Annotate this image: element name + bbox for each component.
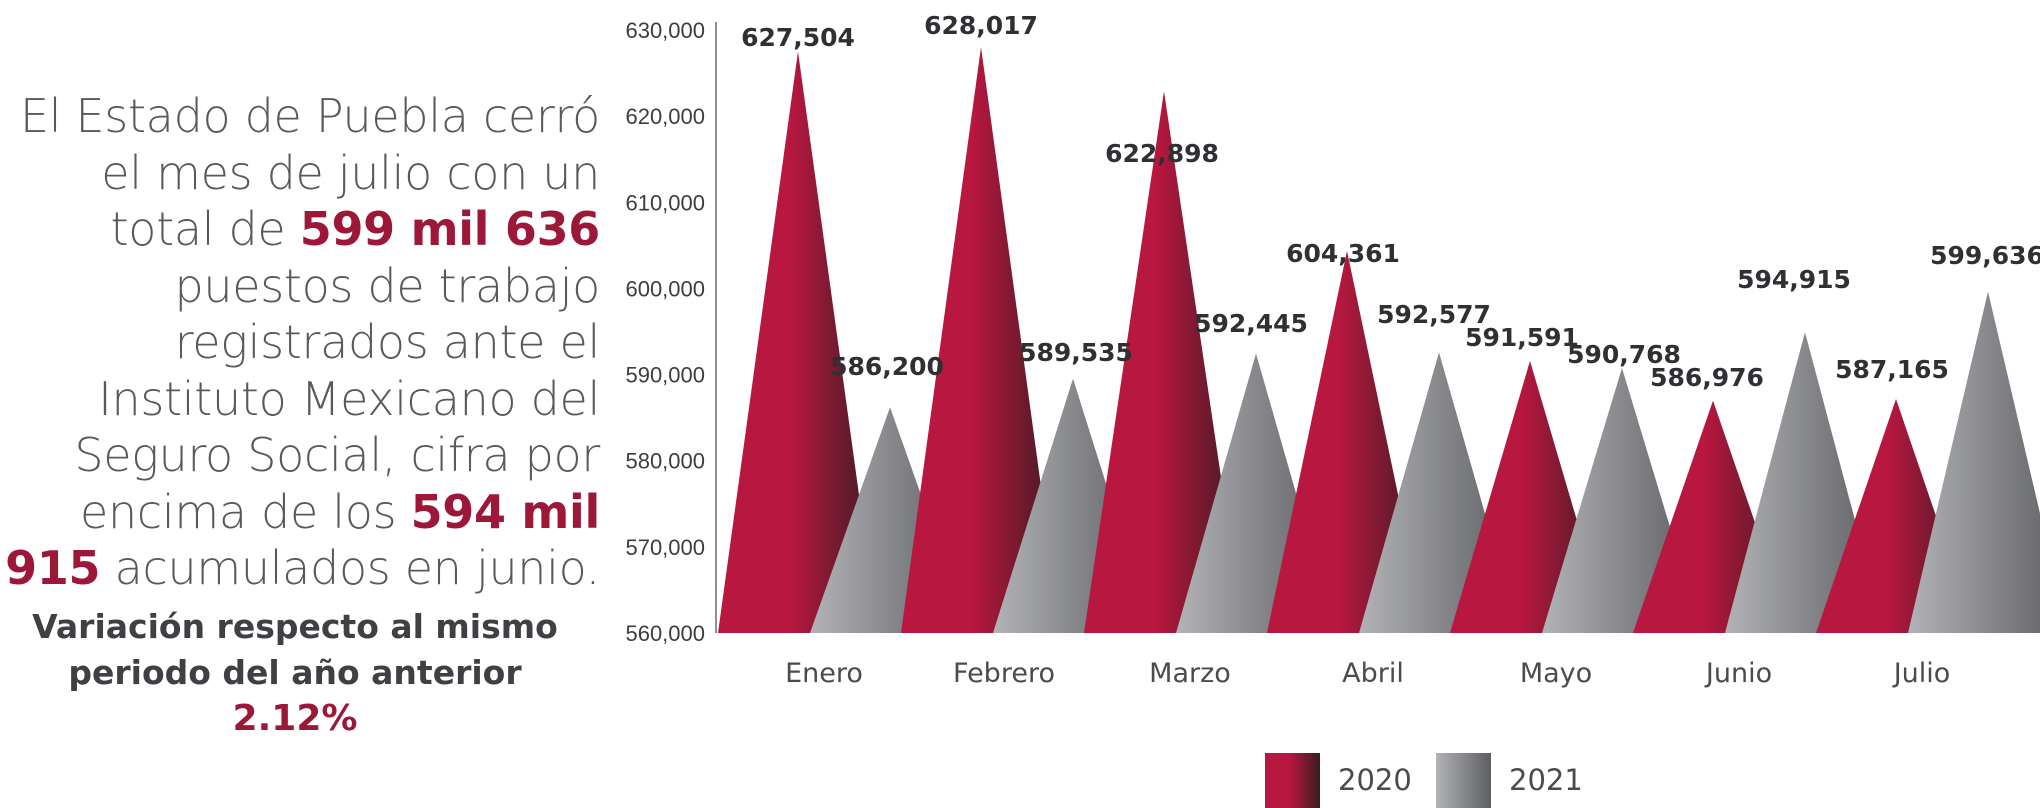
intro-text: El Estado de Puebla cerró el mes de juli…: [0, 88, 600, 597]
data-label-2020-marzo: 622,898: [1105, 139, 1219, 168]
y-tick-label: 600,000: [625, 276, 705, 301]
x-tick-julio: Julio: [1892, 658, 1951, 689]
variation-label: Variación respecto al mismo periodo del …: [32, 607, 558, 692]
legend: 2020 2021: [1265, 753, 1583, 808]
data-label-2021-mayo: 590,768: [1567, 340, 1681, 369]
x-axis-ticks: Enero Febrero Marzo Abril Mayo Junio Julio: [785, 658, 1950, 689]
legend-label-2020: 2020: [1338, 763, 1412, 797]
x-tick-febrero: Febrero: [953, 658, 1055, 689]
data-label-2021-julio: 599,636: [1930, 241, 2040, 270]
intro-part3: acumulados en junio.: [114, 541, 601, 595]
x-tick-abril: Abril: [1342, 658, 1404, 689]
x-tick-marzo: Marzo: [1149, 658, 1231, 689]
data-label-2020-mayo: 591,591: [1465, 323, 1579, 352]
data-label-2021-junio: 594,915: [1737, 265, 1851, 294]
y-tick-label: 590,000: [625, 363, 705, 388]
legend-swatch-2020: [1265, 753, 1320, 808]
chart-marks: [718, 47, 2040, 634]
x-tick-enero: Enero: [785, 658, 863, 689]
intro-part2: puestos de trabajo registrados ante el I…: [74, 258, 600, 539]
legend-swatch-2021: [1436, 753, 1491, 808]
data-label-2021-febrero: 589,535: [1019, 338, 1133, 367]
y-tick-label: 570,000: [625, 535, 705, 560]
cone-2020-enero: [718, 51, 878, 633]
y-tick-label: 630,000: [625, 18, 705, 43]
cone-2020-marzo: [1084, 91, 1244, 634]
variation-block: Variación respecto al mismo periodo del …: [10, 604, 580, 742]
intro-highlight-july: 599 mil 636: [299, 202, 601, 256]
variation-value: 2.12%: [232, 698, 358, 739]
intro-highlight-june: 594 mil 915: [5, 484, 600, 596]
y-tick-label: 560,000: [625, 621, 705, 646]
x-tick-junio: Junio: [1704, 658, 1772, 689]
data-label-2020-abril: 604,361: [1286, 239, 1400, 268]
data-labels: 627,504 586,200 628,017 589,535 622,898 592,4…: [741, 11, 2040, 392]
y-tick-label: 610,000: [625, 190, 705, 215]
data-label-2020-enero: 627,504: [741, 23, 855, 52]
y-tick-label: 580,000: [625, 449, 705, 474]
y-axis-ticks: 560,000 570,000 580,000 590,000 600,000 610,0…: [625, 18, 705, 646]
data-label-2021-enero: 586,200: [830, 352, 944, 381]
y-tick-label: 620,000: [625, 104, 705, 129]
legend-label-2021: 2021: [1509, 763, 1583, 797]
data-label-2021-marzo: 592,445: [1194, 309, 1308, 338]
cone-2021-julio: [1908, 291, 2040, 633]
cone-2020-febrero: [901, 47, 1061, 633]
data-label-2021-abril: 592,577: [1377, 300, 1491, 329]
data-label-2020-febrero: 628,017: [924, 11, 1038, 40]
x-tick-mayo: Mayo: [1520, 658, 1592, 689]
data-label-2020-julio: 587,165: [1835, 355, 1949, 384]
intro-part1: El Estado de Puebla cerró el mes de juli…: [19, 89, 600, 256]
data-label-2020-junio: 586,976: [1650, 363, 1764, 392]
